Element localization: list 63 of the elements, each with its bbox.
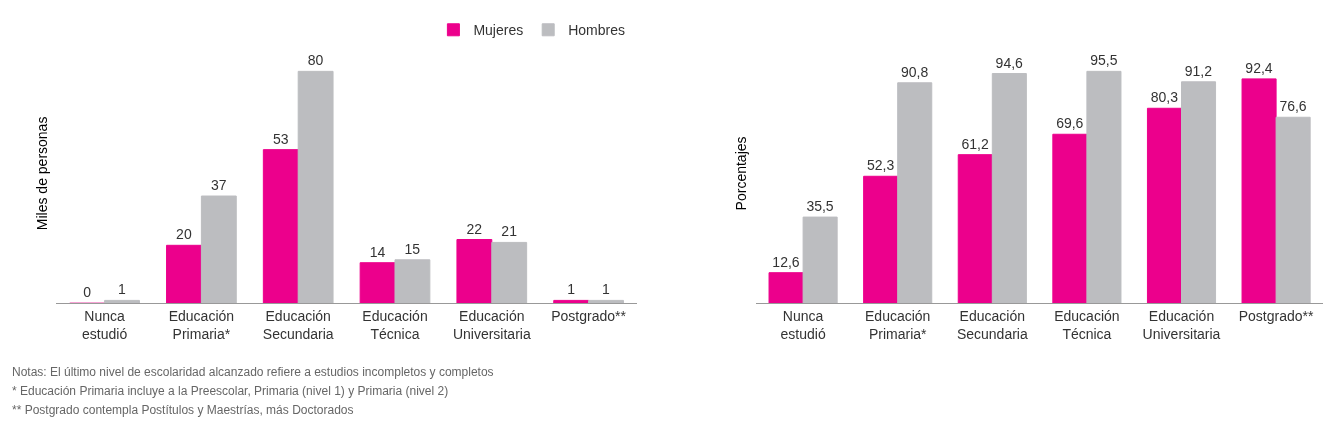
bar (957, 154, 993, 304)
bar (1146, 107, 1182, 304)
data-label: 1 (118, 281, 127, 298)
x-tick-label: Educación Primaria* (865, 308, 931, 343)
bar (768, 272, 804, 304)
data-label: 90,8 (901, 63, 929, 80)
legend-label: Mujeres (473, 22, 524, 39)
bar (1181, 81, 1217, 304)
text: * Educación Primaria incluye a la Preescolar, Primaria (nivel 1) y Primaria (nivel 2) (12, 384, 449, 398)
legend-label: Hombres (568, 22, 625, 39)
bar (1241, 78, 1277, 304)
y-axis-title: Miles de personas (33, 116, 50, 231)
bar (991, 73, 1027, 304)
data-label: 35,5 (806, 198, 834, 215)
x-tick-label: Postgrado** (551, 308, 627, 325)
x-tick-label: Postgrado** (1238, 308, 1315, 325)
data-label: 61,2 (961, 135, 989, 152)
bar (802, 216, 838, 304)
bar (200, 195, 237, 304)
data-label: 20 (176, 226, 192, 243)
x-tick-label: Educación Secundaria (262, 308, 334, 343)
bar (491, 241, 528, 304)
bar (863, 175, 899, 304)
bar (297, 70, 334, 304)
data-label: 0 (83, 284, 92, 301)
bar (394, 259, 431, 304)
data-label: 22 (466, 220, 483, 237)
x-tick-label: Educación Técnica (1054, 308, 1120, 343)
data-label: 15 (404, 240, 421, 257)
data-label: 80,3 (1150, 89, 1179, 106)
bar (1086, 70, 1122, 304)
data-label: 21 (501, 223, 518, 240)
data-label: 52,3 (866, 157, 895, 174)
data-label: 80 (307, 52, 324, 69)
data-label: 12,6 (772, 253, 800, 270)
bar (1275, 116, 1311, 304)
x-tick-label: Educación Primaria* (168, 308, 235, 343)
data-label: 14 (369, 243, 386, 260)
text: ** Postgrado contempla Postítulos y Maestrías, más Doctorados (12, 403, 354, 417)
data-label: 1 (602, 281, 611, 298)
x-tick-label: Educación Secundaria (956, 308, 1028, 343)
bar (262, 149, 299, 304)
data-label: 1 (567, 281, 576, 298)
data-label: 37 (210, 177, 227, 194)
x-tick-label: Educación Técnica (362, 308, 428, 343)
x-tick-label: Nunca estudió (780, 308, 826, 343)
bar (1052, 133, 1088, 304)
data-label: 69,6 (1056, 115, 1084, 132)
data-label: 76,6 (1279, 98, 1307, 115)
data-label: 92,4 (1245, 59, 1273, 76)
data-label: 91,2 (1184, 62, 1213, 79)
x-tick-label: Educación Universitaria (1142, 308, 1221, 343)
bar (897, 82, 933, 304)
bar (456, 239, 493, 304)
data-label: 94,6 (995, 54, 1024, 71)
x-tick-label: Educación Universitaria (452, 308, 531, 343)
text: Notas: El último nivel de escolaridad alcanzado refiere a estudios incompletos y completos (12, 365, 494, 379)
data-label: 95,5 (1090, 52, 1118, 69)
x-tick-label: Nunca estudió (82, 308, 128, 343)
bar (359, 262, 396, 304)
bar (166, 244, 202, 304)
y-axis-title: Porcentajes (733, 136, 750, 211)
data-label: 53 (272, 130, 289, 147)
